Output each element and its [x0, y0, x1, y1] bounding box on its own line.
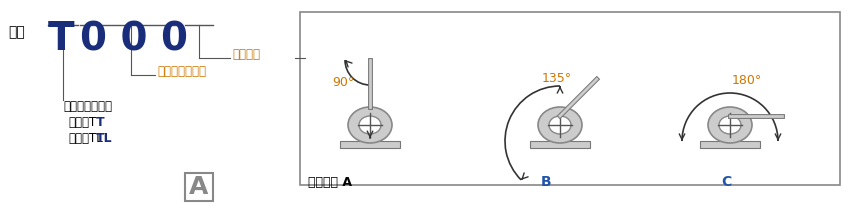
Text: A: A	[189, 175, 208, 199]
Text: B: B	[541, 175, 551, 189]
Ellipse shape	[549, 116, 571, 134]
Text: 0 0 0: 0 0 0	[80, 20, 188, 58]
Text: 右巻：T: 右巻：T	[68, 116, 96, 129]
Bar	[300, 12, 840, 185]
Text: TL: TL	[96, 132, 112, 145]
Ellipse shape	[708, 107, 752, 143]
Ellipse shape	[538, 107, 582, 143]
Bar	[340, 141, 400, 148]
Ellipse shape	[359, 116, 381, 134]
Text: 135°: 135°	[542, 72, 572, 84]
Bar	[700, 141, 760, 148]
Ellipse shape	[719, 116, 741, 134]
Text: 左巻：TL: 左巻：TL	[68, 132, 103, 145]
Text: 例）: 例）	[8, 25, 25, 39]
Text: 角度記号: 角度記号	[232, 48, 260, 60]
Bar	[530, 141, 590, 148]
Text: 90°: 90°	[332, 75, 355, 88]
Ellipse shape	[348, 107, 392, 143]
Text: T: T	[48, 20, 74, 58]
Text: 角度記号 A: 角度記号 A	[308, 176, 352, 189]
Text: T: T	[96, 116, 105, 129]
Text: 製品分類コード: 製品分類コード	[63, 100, 112, 113]
FancyBboxPatch shape	[185, 173, 213, 201]
Text: 180°: 180°	[732, 73, 762, 86]
Text: C: C	[721, 175, 731, 189]
Text: 連番：数字三桑: 連番：数字三桑	[157, 64, 206, 77]
